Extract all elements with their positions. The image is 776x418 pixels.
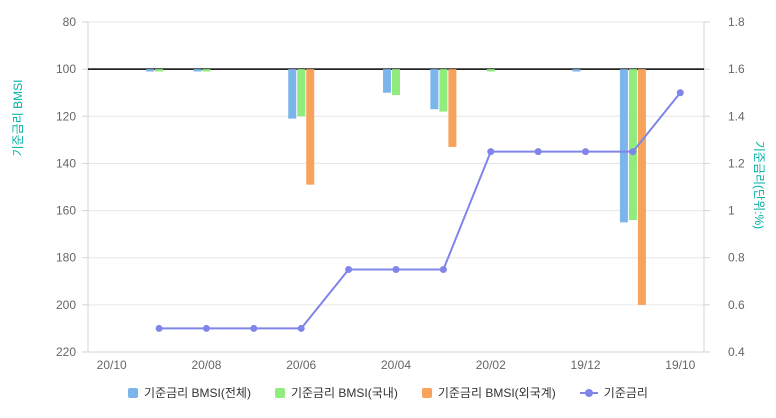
x-axis-tick-label: 20/08 [191,358,221,372]
bar [297,69,306,117]
right-axis-title: 기준금리(단위:%) [752,141,766,229]
base-rate-marker [250,324,258,332]
legend-label-bmsi-domestic: 기준금리 BMSI(국내) [290,386,398,400]
left-axis-tick-label: 140 [56,156,76,170]
legend-swatch-blue [128,387,139,398]
base-rate-marker [439,266,447,273]
base-rate-marker [629,148,637,156]
right-axis-tick-label: 0.8 [728,251,745,265]
bar [619,69,628,223]
base-rate-marker [155,324,163,332]
left-axis-tick-label: 180 [56,251,76,265]
left-axis-tick-label: 160 [56,204,76,218]
base-rate-marker [345,266,353,273]
chart-canvas: 80 100 120 140 160 180 200 220 1.8 1.6 1.4 1.2 1 0.8 0… [11,15,766,372]
base-rate-line [159,92,682,330]
left-axis-tick-label: 200 [56,298,76,312]
bar [155,69,164,72]
bar [288,69,297,119]
right-axis-tick-label: 0.6 [728,298,745,312]
bar [383,69,391,93]
bar [392,69,400,96]
bar [202,69,211,72]
base-rate-marker [202,324,210,332]
x-axis-tick-label: 20/04 [381,358,411,372]
legend-label-bmsi-foreign: 기준금리 BMSI(외국계) [437,386,556,400]
bar [572,69,581,72]
bar [193,69,202,72]
left-axis-tick-label: 120 [56,109,76,123]
bar [628,69,637,221]
base-rate-marker [582,148,590,156]
base-rate-marker [487,148,495,156]
bar [448,69,457,147]
left-axis-tick-label: 220 [56,345,76,359]
base-rate-marker [676,89,684,97]
legend-item-bmsi-all[interactable]: 기준금리 BMSI(전체) [128,384,251,401]
right-axis-tick-label: 1.8 [728,15,745,29]
x-axis-tick-label: 20/02 [476,358,506,372]
right-axis-tick-label: 1.6 [728,62,745,76]
x-axis-tick-label: 20/06 [286,358,316,372]
x-axis-tick-label: 20/10 [97,358,127,372]
legend-item-base-rate[interactable]: 기준금리 [579,384,648,401]
left-axis-title: 기준금리 BMSI [11,80,25,157]
legend-swatch-green [274,387,285,398]
legend-item-bmsi-foreign[interactable]: 기준금리 BMSI(외국계) [421,384,556,401]
legend-label-bmsi-all: 기준금리 BMSI(전체) [144,386,251,400]
bar [430,69,439,110]
left-axis-tick-label: 80 [63,15,77,29]
legend-line-marker-icon [579,388,598,398]
bar [637,69,646,305]
legend-label-base-rate: 기준금리 [603,386,648,400]
right-axis-tick-label: 1.4 [728,109,745,123]
bar [439,69,448,112]
x-axis-tick-label: 19/12 [571,358,601,372]
legend-swatch-orange [421,387,432,398]
base-rate-marker [297,324,305,332]
right-axis-tick-label: 0.4 [728,345,745,359]
legend-item-bmsi-domestic[interactable]: 기준금리 BMSI(국내) [274,384,398,401]
left-axis-tick-label: 100 [56,62,76,76]
bar [306,69,315,185]
x-axis-tick-label: 19/10 [665,358,695,372]
right-axis-tick-label: 1 [728,204,735,218]
bar [486,69,495,72]
chart-legend: 기준금리 BMSI(전체) 기준금리 BMSI(국내) 기준금리 BMSI(외국… [0,384,776,401]
base-rate-marker [392,266,400,273]
right-axis-tick-label: 1.2 [728,156,745,170]
bar [146,69,155,72]
base-rate-marker [534,148,542,156]
